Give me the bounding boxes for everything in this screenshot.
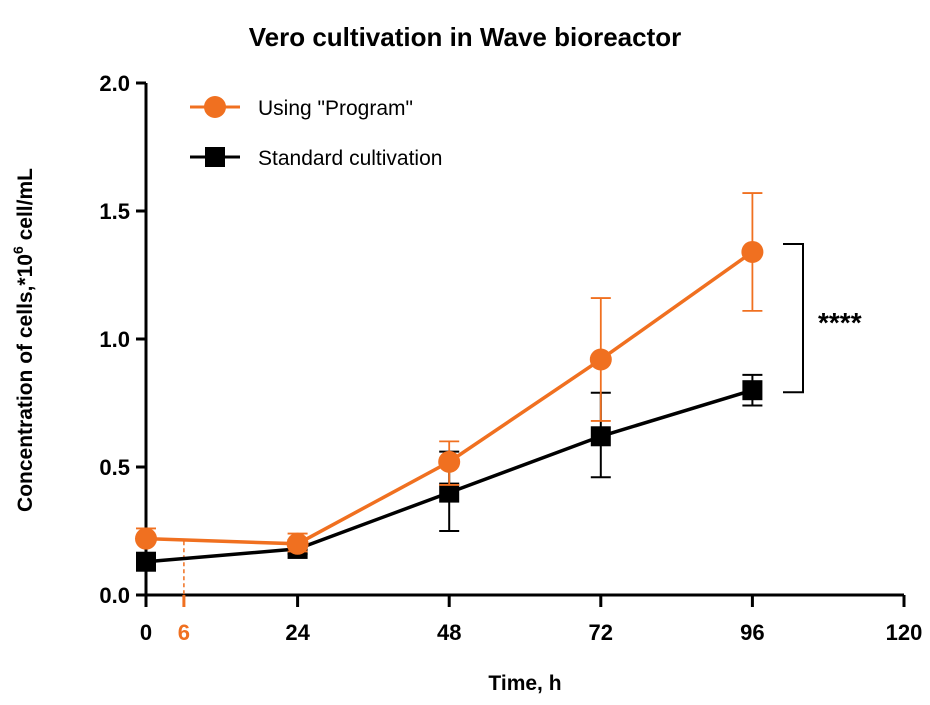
data-marks: ****: [135, 192, 862, 572]
axes: 0.0 0.5 1.0 1.5 2.0 0 24 48 72 96 120 6: [99, 71, 922, 645]
legend-marker-standard: [205, 147, 225, 167]
data-point: [135, 527, 157, 550]
data-point: [741, 240, 764, 263]
series-standard: [136, 373, 763, 572]
legend: Using "Program" Standard cultivation: [190, 96, 442, 170]
y-tick-label: 0.5: [99, 455, 130, 480]
chart-title: Vero cultivation in Wave bioreactor: [249, 22, 681, 52]
series-program: [135, 192, 764, 555]
y-tick-label: 2.0: [99, 71, 130, 96]
x-tick-label: 120: [886, 620, 923, 645]
y-tick-label: 1.0: [99, 327, 130, 352]
x-tick-label: 96: [740, 620, 764, 645]
data-point: [438, 450, 461, 473]
data-point: [136, 551, 156, 572]
x-tick-label: 48: [437, 620, 461, 645]
significance-label: ****: [818, 307, 862, 338]
data-point: [742, 380, 763, 401]
y-tick-label: 0.0: [99, 583, 130, 608]
legend-label-program: Using "Program": [258, 97, 413, 120]
data-point: [439, 482, 460, 503]
data-point: [286, 532, 309, 555]
y-tick-label: 1.5: [99, 199, 130, 224]
significance-bracket: [783, 242, 804, 394]
x-tick-label: 0: [140, 620, 152, 645]
x-axis-label: Time, h: [488, 672, 561, 695]
x-tick-label: 24: [285, 620, 310, 645]
annotation-tick-label: 6: [178, 620, 190, 645]
legend-marker-program: [204, 96, 226, 118]
legend-label-standard: Standard cultivation: [258, 147, 442, 170]
data-point: [589, 348, 612, 371]
x-tick-label: 72: [589, 620, 613, 645]
data-point: [590, 426, 611, 447]
y-axis-label: Concentration of cells,*106 cell/mL: [10, 168, 37, 512]
